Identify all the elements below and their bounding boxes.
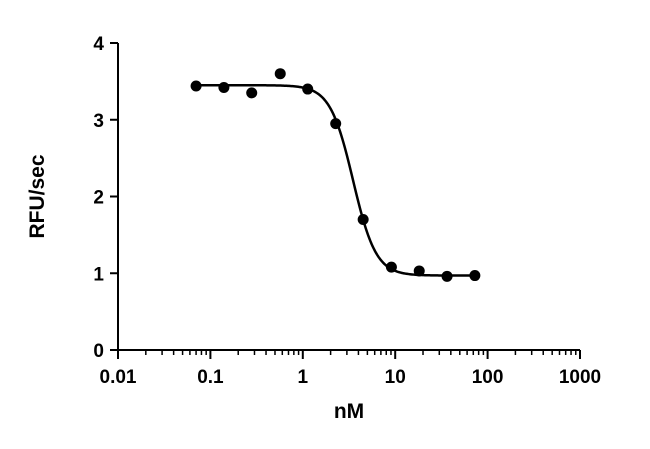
x-tick-label: 0.1 [197,367,224,388]
data-points [190,68,481,282]
data-point [330,118,342,130]
data-point [469,270,481,282]
y-tick-label: 4 [93,34,104,55]
x-tick-label: 1 [298,367,309,388]
data-point [413,265,425,277]
y-tick-label: 3 [93,111,104,132]
data-point [441,270,453,282]
data-point [274,68,286,80]
y-tick-label: 2 [93,188,104,209]
x-tick-label: 1000 [559,367,601,388]
tick-labels: 0 1 2 3 4 0.01 0.1 1 10 100 1000 [93,34,601,388]
x-tick-label: 0.01 [100,367,137,388]
x-axis-title: nM [334,400,364,423]
x-tick-label: 100 [472,367,504,388]
data-point [218,82,230,94]
x-tick-label: 10 [385,367,406,388]
data-point [385,261,397,273]
axes [110,42,581,359]
y-tick-label: 0 [93,341,104,362]
data-point [246,87,258,99]
data-point [190,80,202,92]
fit-curve [196,83,475,277]
fit-layer [196,83,475,277]
y-tick-label: 1 [93,264,104,285]
y-axis-title: RFU/sec [26,154,49,238]
data-point [357,214,369,226]
data-point [302,83,314,95]
